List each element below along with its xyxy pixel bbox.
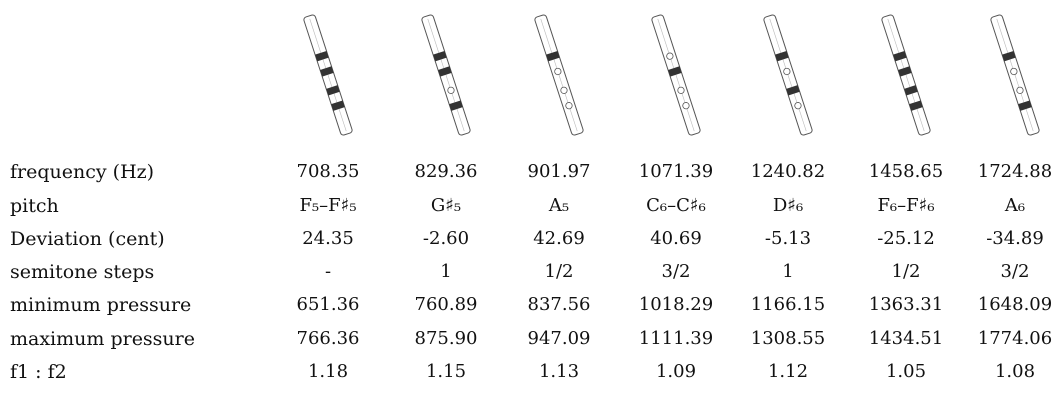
row-label-frequency: frequency (Hz) [10,161,155,183]
cell-minimum-pressure-1: 651.36 [296,294,360,315]
row-label-minimum-pressure: minimum pressure [10,294,192,316]
cell-minimum-pressure-4: 1018.29 [638,294,714,315]
flute-fingering-7 [990,14,1040,136]
cell-f1-f2-4: 1.09 [655,361,697,382]
cell-semitone-steps-2: 1 [440,261,452,282]
finger-hole-open [554,67,562,76]
cell-semitone-steps-6: 1/2 [891,261,921,282]
cell-minimum-pressure-7: 1648.09 [977,294,1053,315]
cell-semitone-steps-4: 3/2 [661,261,691,282]
cell-frequency-3: 901.97 [527,161,591,182]
cell-semitone-steps-7: 3/2 [1000,261,1030,282]
finger-hole-closed [898,66,912,77]
finger-hole-open [666,52,674,60]
cell-f1-f2-7: 1.08 [994,361,1036,382]
cell-frequency-4: 1071.39 [638,161,714,182]
cell-pitch-6: F₆–F♯₆ [877,195,935,216]
finger-hole-open [794,102,802,110]
cell-minimum-pressure-5: 1166.15 [750,294,826,315]
finger-hole-closed [326,85,340,96]
cell-deviation-5: -5.13 [764,228,812,249]
cell-minimum-pressure-6: 1363.31 [868,294,944,315]
cell-pitch-7: A₆ [1004,195,1026,216]
finger-hole-open [783,67,791,76]
flute-fingering-5 [763,14,813,136]
cell-maximum-pressure-5: 1308.55 [750,328,826,349]
row-label-maximum-pressure: maximum pressure [10,328,195,350]
finger-hole-closed [668,66,682,77]
finger-hole-open [682,102,690,110]
cell-f1-f2-2: 1.15 [425,361,467,382]
cell-minimum-pressure-3: 837.56 [527,294,591,315]
finger-hole-open [560,86,568,94]
finger-hole-closed [786,85,800,96]
cell-pitch-4: C₆–C♯₆ [646,195,706,216]
cell-deviation-2: -2.60 [422,228,470,249]
flute-fingering-6 [881,14,931,136]
cell-pitch-2: G♯₅ [430,195,462,216]
cell-frequency-6: 1458.65 [868,161,944,182]
finger-hole-open [1010,67,1018,76]
cell-deviation-6: -25.12 [877,228,935,249]
finger-hole-closed [449,100,463,111]
cell-minimum-pressure-2: 760.89 [414,294,478,315]
cell-deviation-4: 40.69 [650,228,702,249]
finger-hole-open [1016,86,1024,94]
finger-hole-closed [904,85,918,96]
cell-deviation-7: -34.89 [986,228,1044,249]
cell-semitone-steps-5: 1 [782,261,794,282]
finger-hole-closed [546,50,560,62]
finger-hole-closed [315,50,329,62]
finger-hole-open [447,86,455,94]
finger-hole-open [677,86,685,94]
cell-semitone-steps-3: 1/2 [544,261,574,282]
cell-frequency-1: 708.35 [296,161,360,182]
finger-hole-closed [775,50,789,62]
flute-fingering-3 [534,14,584,136]
finger-hole-closed [909,100,923,111]
row-label-semitone-steps: semitone steps [10,261,155,283]
cell-pitch-1: F₅–F♯₅ [299,195,357,216]
cell-maximum-pressure-4: 1111.39 [638,328,714,349]
cell-pitch-3: A₅ [548,195,570,216]
flute-fingering-1 [303,14,353,136]
flute-fingering-4 [651,14,701,136]
finger-hole-closed [331,100,345,111]
cell-pitch-5: D♯₆ [772,195,804,216]
cell-maximum-pressure-6: 1434.51 [868,328,944,349]
flute-fingering-2 [421,14,471,136]
finger-hole-closed [438,66,452,77]
cell-deviation-3: 42.69 [533,228,585,249]
cell-maximum-pressure-1: 766.36 [296,328,360,349]
cell-maximum-pressure-7: 1774.06 [977,328,1053,349]
cell-maximum-pressure-3: 947.09 [527,328,591,349]
cell-maximum-pressure-2: 875.90 [414,328,478,349]
finger-hole-closed [320,66,334,77]
cell-deviation-1: 24.35 [302,228,354,249]
cell-semitone-steps-1: - [324,261,332,282]
finger-hole-closed [893,50,907,62]
cell-frequency-2: 829.36 [414,161,478,182]
cell-f1-f2-5: 1.12 [767,361,809,382]
finger-hole-closed [1018,100,1032,111]
finger-hole-open [565,102,573,110]
row-label-deviation: Deviation (cent) [10,228,165,250]
cell-frequency-7: 1724.88 [977,161,1053,182]
finger-hole-closed [1002,50,1016,62]
finger-hole-closed [433,50,447,62]
cell-f1-f2-6: 1.05 [885,361,927,382]
row-label-pitch: pitch [10,195,59,217]
cell-frequency-5: 1240.82 [750,161,826,182]
cell-f1-f2-3: 1.13 [538,361,580,382]
row-label-f1-f2: f1 : f2 [10,361,67,383]
cell-f1-f2-1: 1.18 [307,361,349,382]
